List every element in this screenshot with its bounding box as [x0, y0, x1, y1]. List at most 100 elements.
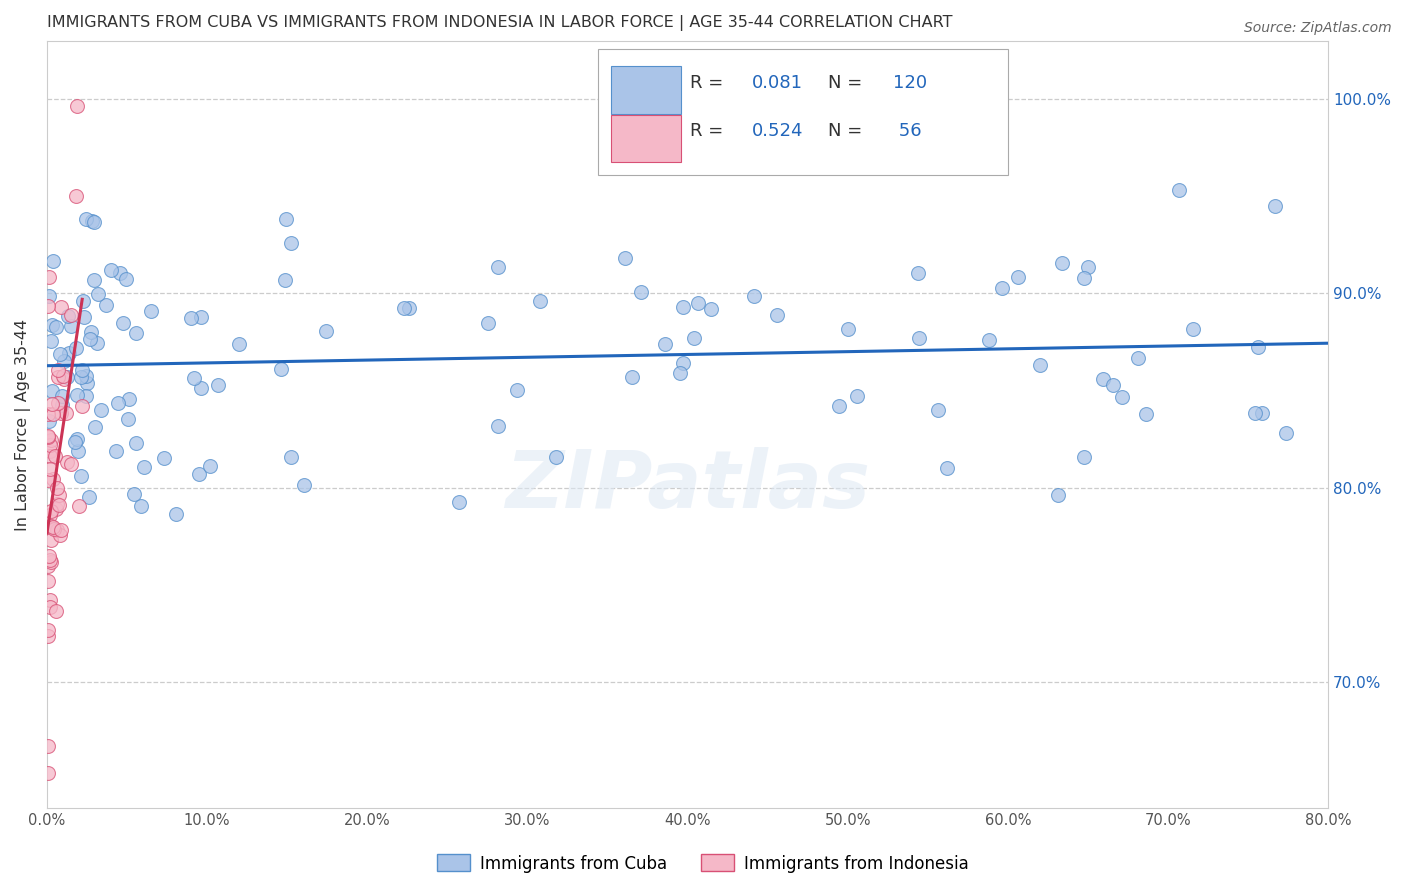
Point — [39, 533, 62, 548]
Point — [276, 211, 298, 226]
Point — [41, 334, 63, 348]
Point — [75, 369, 97, 384]
Point — [73, 310, 96, 325]
Point — [1073, 450, 1095, 465]
Point — [66, 443, 89, 458]
Point — [132, 459, 155, 474]
Point — [44, 449, 66, 463]
Point — [52, 354, 75, 368]
Point — [87, 287, 110, 301]
Point — [37, 629, 59, 643]
Point — [75, 389, 97, 403]
Point — [273, 273, 295, 287]
Point — [398, 301, 420, 316]
Point — [1007, 269, 1029, 284]
Text: 0.524: 0.524 — [752, 122, 803, 140]
Point — [1135, 407, 1157, 421]
Point — [48, 488, 70, 502]
Point — [48, 498, 70, 512]
Point — [152, 451, 174, 466]
Point — [1046, 488, 1069, 502]
Point — [52, 368, 75, 383]
Point — [56, 455, 79, 469]
Point — [37, 407, 59, 421]
Point — [936, 461, 959, 475]
Point — [37, 429, 59, 443]
Point — [280, 236, 302, 251]
Point — [837, 321, 859, 335]
Point — [190, 381, 212, 395]
Point — [46, 481, 69, 495]
Point — [77, 491, 100, 505]
Point — [37, 765, 59, 780]
Point — [115, 271, 138, 285]
Point — [70, 468, 93, 483]
Point — [39, 433, 62, 447]
Point — [654, 336, 676, 351]
Point — [392, 301, 415, 315]
Point — [672, 300, 695, 314]
Point — [630, 285, 652, 299]
Point — [1126, 351, 1149, 365]
Point — [1275, 426, 1298, 441]
Point — [72, 293, 94, 308]
Point — [83, 420, 105, 434]
Point — [37, 623, 59, 637]
Point — [1251, 406, 1274, 420]
Point — [45, 523, 67, 537]
Point — [104, 444, 127, 458]
Point — [59, 308, 82, 322]
Point — [1247, 340, 1270, 354]
Point — [52, 372, 75, 386]
Text: R =: R = — [690, 122, 723, 140]
Point — [80, 325, 103, 339]
Point — [38, 270, 60, 285]
Point — [51, 388, 73, 402]
Point — [41, 397, 63, 411]
Point — [83, 273, 105, 287]
Point — [48, 347, 70, 361]
Text: Source: ZipAtlas.com: Source: ZipAtlas.com — [1244, 21, 1392, 35]
Point — [70, 369, 93, 384]
Point — [125, 326, 148, 340]
Point — [228, 337, 250, 351]
Point — [66, 98, 89, 112]
Text: R =: R = — [690, 74, 723, 92]
Point — [38, 450, 60, 464]
Point — [55, 406, 77, 420]
Point — [51, 398, 73, 412]
Point — [42, 522, 65, 536]
Text: 56: 56 — [893, 122, 921, 140]
Point — [529, 294, 551, 309]
Point — [51, 523, 73, 537]
Point — [1102, 378, 1125, 392]
Text: IMMIGRANTS FROM CUBA VS IMMIGRANTS FROM INDONESIA IN LABOR FORCE | AGE 35-44 COR: IMMIGRANTS FROM CUBA VS IMMIGRANTS FROM … — [46, 15, 952, 31]
FancyBboxPatch shape — [598, 48, 1008, 175]
Point — [669, 366, 692, 380]
Point — [107, 396, 129, 410]
Point — [45, 320, 67, 334]
Point — [38, 549, 60, 564]
Y-axis label: In Labor Force | Age 35-44: In Labor Force | Age 35-44 — [15, 318, 31, 531]
Point — [39, 600, 62, 615]
Point — [37, 574, 59, 589]
Point — [38, 462, 60, 476]
Point — [48, 396, 70, 410]
Point — [907, 331, 929, 345]
Point — [38, 289, 60, 303]
Point — [1077, 260, 1099, 274]
Point — [207, 377, 229, 392]
Point — [45, 497, 67, 511]
Point — [66, 432, 89, 446]
Point — [70, 399, 93, 413]
Point — [165, 507, 187, 521]
Point — [129, 500, 152, 514]
Point — [846, 389, 869, 403]
Point — [486, 260, 509, 274]
Point — [65, 388, 87, 402]
Point — [1181, 322, 1204, 336]
Point — [46, 370, 69, 384]
Point — [122, 487, 145, 501]
Point — [315, 324, 337, 338]
Text: 120: 120 — [893, 74, 927, 92]
